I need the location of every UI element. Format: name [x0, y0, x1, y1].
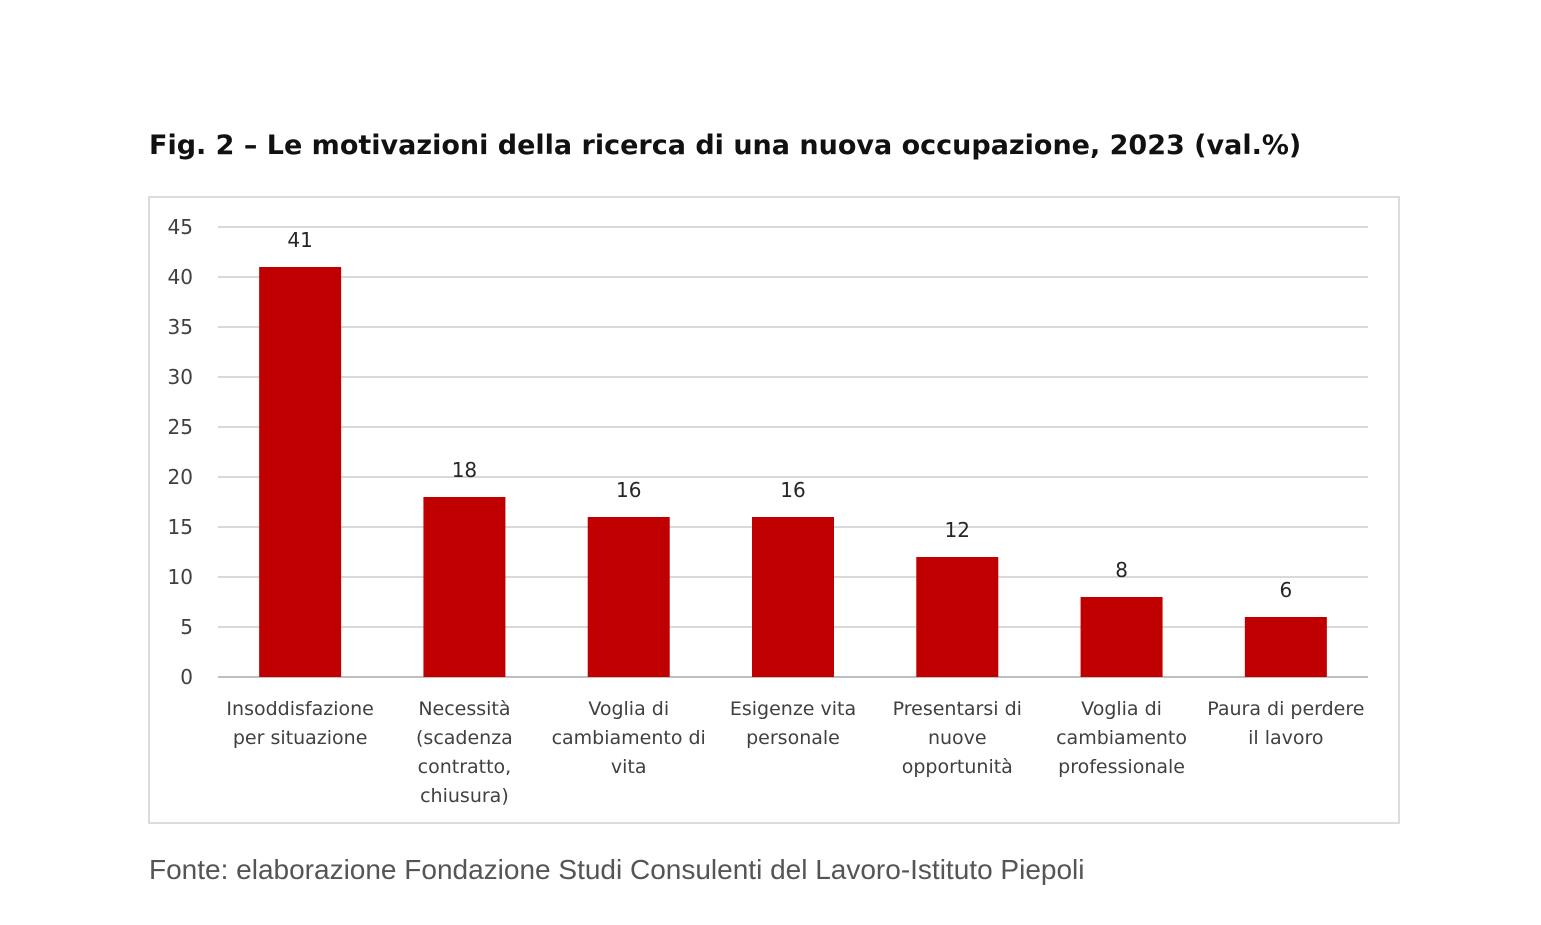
category-label-1: Insoddisfazione per situazione — [226, 698, 373, 749]
data-label-4: 16 — [780, 478, 805, 502]
category-label-2: Necessità (scadenza contratto, chiusura) — [416, 698, 513, 807]
y-tick-label: 15 — [168, 515, 193, 539]
category-label-4: Esigenze vita personale — [730, 698, 856, 749]
y-tick-label: 5 — [180, 615, 193, 639]
data-label-5: 12 — [945, 518, 970, 542]
category-label-5: Presentarsi di nuove opportunità — [893, 698, 1022, 778]
chart-title: Fig. 2 – Le motivazioni della ricerca di… — [149, 130, 1302, 161]
bar-2 — [423, 497, 506, 677]
bar-7 — [1244, 617, 1327, 677]
category-label-7: Paura di perdere il lavoro — [1207, 698, 1364, 749]
bar-5 — [916, 557, 999, 677]
data-label-1: 41 — [287, 228, 312, 252]
chart-frame — [148, 196, 1400, 824]
data-label-7: 6 — [1279, 578, 1292, 602]
category-labels: Insoddisfazione per situazione Necessità (s… — [226, 698, 1364, 807]
data-labels: 41 18 16 16 12 8 6 — [287, 228, 1292, 602]
data-label-2: 18 — [452, 458, 477, 482]
category-label-3: Voglia di cambiamento di vita — [552, 698, 706, 778]
y-tick-label: 45 — [168, 215, 193, 239]
y-axis-ticks: 0 5 10 15 20 25 30 35 40 45 — [168, 215, 193, 689]
bars — [259, 267, 1327, 677]
data-label-3: 16 — [616, 478, 641, 502]
y-tick-label: 0 — [180, 665, 193, 689]
y-tick-label: 25 — [168, 415, 193, 439]
y-tick-label: 30 — [168, 365, 193, 389]
y-tick-label: 10 — [168, 565, 193, 589]
source-note: Fonte: elaborazione Fondazione Studi Con… — [149, 854, 1085, 885]
y-tick-label: 40 — [168, 265, 193, 289]
y-tick-label: 35 — [168, 315, 193, 339]
bar-6 — [1080, 597, 1163, 677]
bar-1 — [259, 267, 342, 677]
bar-4 — [752, 517, 834, 677]
bar-3 — [587, 517, 670, 677]
y-tick-label: 20 — [168, 465, 193, 489]
category-label-6: Voglia di cambiamento professionale — [1056, 698, 1187, 778]
data-label-6: 8 — [1115, 558, 1128, 582]
